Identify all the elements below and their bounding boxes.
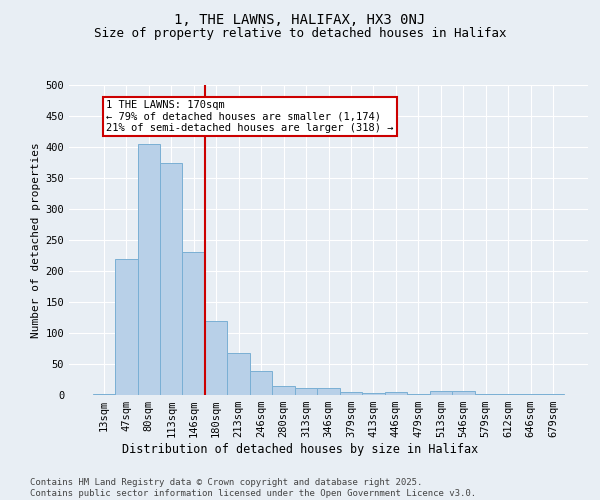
Bar [340,392,362,395]
Text: Size of property relative to detached houses in Halifax: Size of property relative to detached ho… [94,28,506,40]
Bar [227,353,250,395]
Bar [497,394,520,395]
Bar [475,394,497,395]
Bar [92,394,115,395]
Bar [205,320,227,395]
Text: 1 THE LAWNS: 170sqm
← 79% of detached houses are smaller (1,174)
21% of semi-det: 1 THE LAWNS: 170sqm ← 79% of detached ho… [106,100,394,133]
Bar [250,372,272,395]
Bar [160,162,182,395]
Bar [182,252,205,395]
Bar [272,386,295,395]
Bar [385,392,407,395]
Bar [295,388,317,395]
Bar [317,388,340,395]
Text: 1, THE LAWNS, HALIFAX, HX3 0NJ: 1, THE LAWNS, HALIFAX, HX3 0NJ [175,12,425,26]
Text: Contains HM Land Registry data © Crown copyright and database right 2025.
Contai: Contains HM Land Registry data © Crown c… [30,478,476,498]
Bar [362,392,385,395]
Bar [452,390,475,395]
Bar [115,258,137,395]
Bar [137,144,160,395]
Bar [430,390,452,395]
Text: Distribution of detached houses by size in Halifax: Distribution of detached houses by size … [122,442,478,456]
Bar [542,394,565,395]
Y-axis label: Number of detached properties: Number of detached properties [31,142,41,338]
Bar [407,394,430,395]
Bar [520,394,542,395]
